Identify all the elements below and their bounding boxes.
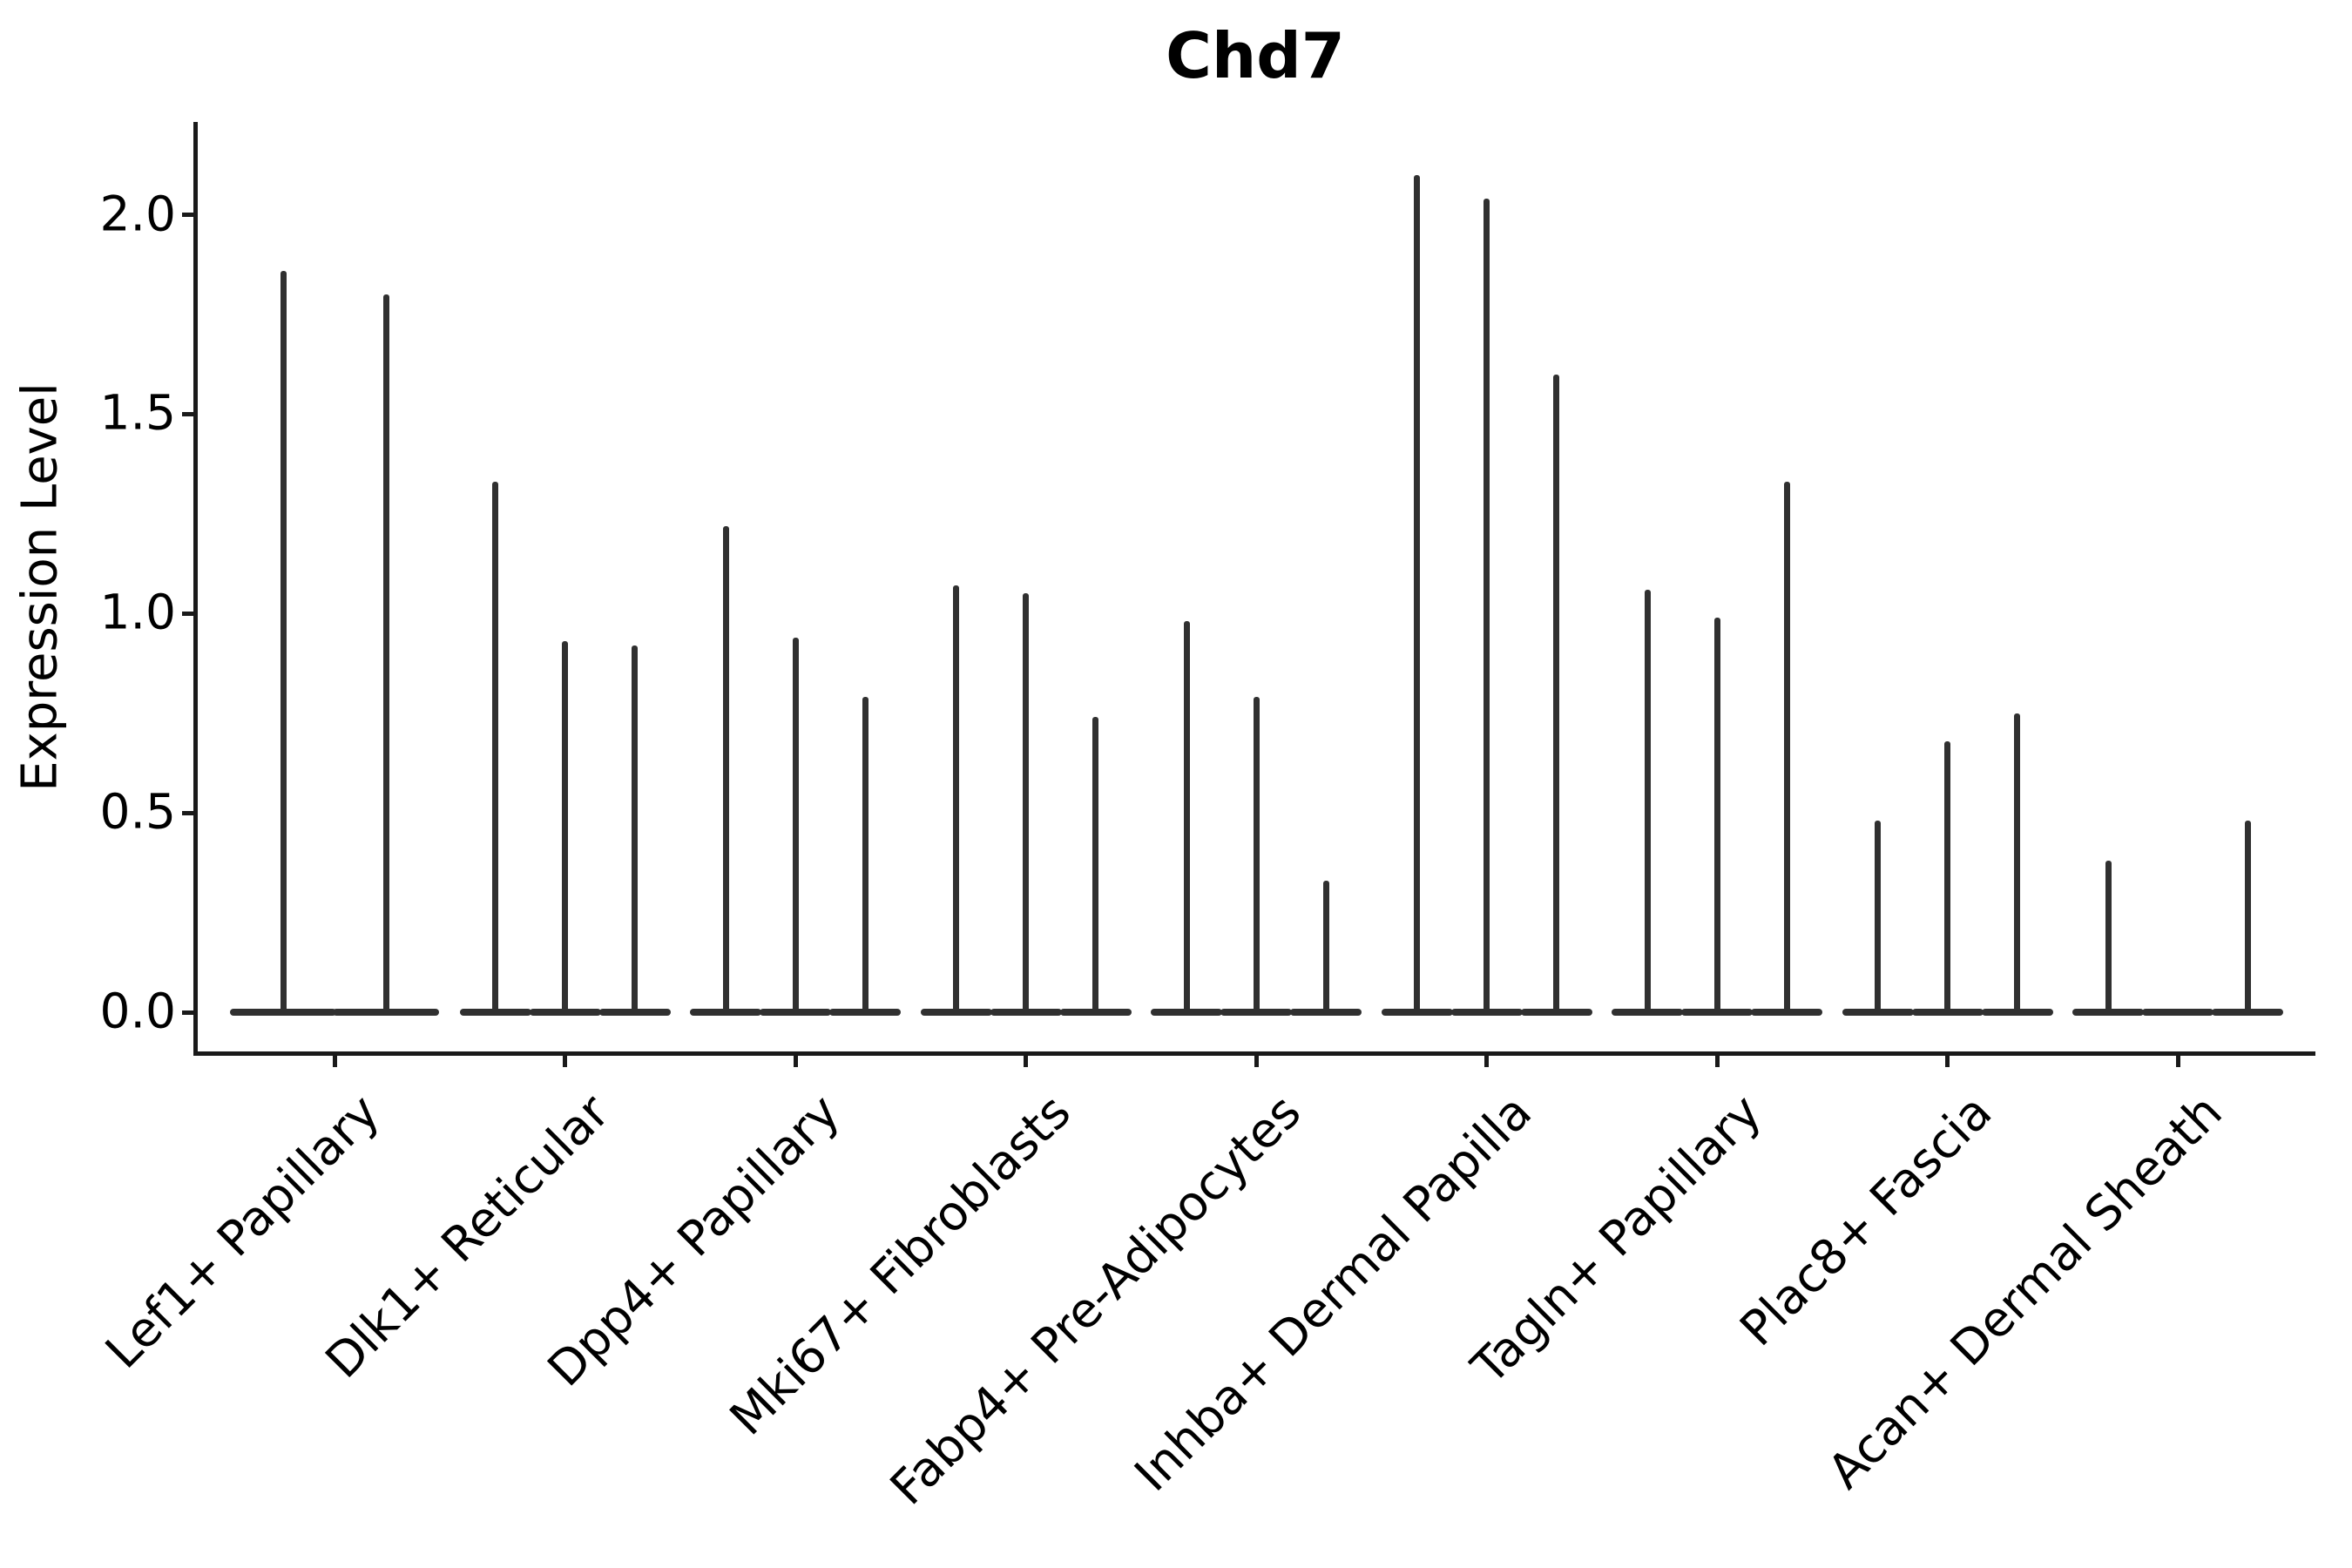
violin-spike	[1414, 174, 1420, 1012]
violin-base	[1059, 1009, 1132, 1016]
violin-base	[990, 1009, 1062, 1016]
x-tick-mark	[793, 1055, 798, 1067]
y-tick-label: 2.0	[99, 186, 176, 242]
violin-base	[1981, 1009, 2053, 1016]
violin-base	[230, 1009, 336, 1016]
violin-base	[2142, 1009, 2213, 1016]
y-tick-mark	[181, 810, 193, 815]
violin-spike	[2244, 821, 2251, 1012]
violin-spike	[1092, 717, 1098, 1012]
violin-base	[829, 1009, 901, 1016]
x-axis-line	[193, 1051, 2315, 1056]
violin-spike	[492, 482, 498, 1012]
violin-spike	[562, 641, 568, 1012]
violin-base	[1450, 1009, 1523, 1016]
violin-base	[1220, 1009, 1292, 1016]
violin-spike	[953, 585, 959, 1012]
y-tick-mark	[181, 213, 193, 217]
violin-spike	[722, 525, 729, 1012]
violin-base	[920, 1009, 992, 1016]
violin-base	[1751, 1009, 1822, 1016]
y-tick-label: 0.5	[99, 783, 176, 840]
violin-spike	[1875, 821, 1881, 1012]
violin-base	[1911, 1009, 1984, 1016]
violin-base	[1681, 1009, 1753, 1016]
violin-spike	[792, 637, 799, 1012]
x-tick-mark	[332, 1055, 337, 1067]
x-axis-category-label: Fabp4+ Pre-Adipocytes	[879, 1084, 1312, 1516]
x-tick-mark	[1024, 1055, 1028, 1067]
x-tick-mark	[1254, 1055, 1259, 1067]
y-tick-mark	[181, 611, 193, 616]
violin-base	[1612, 1009, 1683, 1016]
violin-spike	[382, 294, 389, 1012]
y-axis-line	[193, 122, 198, 1056]
violin-spike	[1713, 617, 1720, 1012]
violin-spike	[862, 697, 868, 1012]
y-axis-label: Expression Level	[11, 382, 69, 792]
violin-spike	[280, 270, 287, 1012]
x-tick-mark	[2175, 1055, 2180, 1067]
y-tick-label: 1.5	[99, 385, 176, 442]
x-tick-mark	[563, 1055, 567, 1067]
violin-spike	[1644, 589, 1651, 1012]
x-tick-mark	[1945, 1055, 1950, 1067]
violin-base	[1290, 1009, 1362, 1016]
violin-base	[598, 1009, 671, 1016]
violin-spike	[1253, 697, 1260, 1012]
violin-spike	[2014, 713, 2020, 1012]
violin-spike	[1322, 880, 1329, 1012]
x-tick-mark	[1714, 1055, 1720, 1067]
y-tick-label: 1.0	[99, 584, 176, 640]
violin-spike	[2105, 861, 2112, 1012]
violin-base	[529, 1009, 601, 1016]
violin-spike	[1183, 621, 1190, 1012]
x-tick-mark	[1484, 1055, 1489, 1067]
violin-spike	[1783, 482, 1790, 1012]
violin-spike	[632, 645, 638, 1012]
chart-title: Chd7	[1166, 19, 1345, 92]
x-axis-category-label: Inhba+ Dermal Papilla	[1123, 1084, 1542, 1503]
violin-spike	[1553, 374, 1559, 1012]
violin-base	[2212, 1009, 2283, 1016]
violin-base	[690, 1009, 761, 1016]
violin-base	[333, 1009, 439, 1016]
violin-base	[760, 1009, 831, 1016]
violin-base	[1842, 1009, 1914, 1016]
violin-base	[1381, 1009, 1453, 1016]
violin-base	[1151, 1009, 1222, 1016]
violin-spike	[1023, 593, 1029, 1012]
violin-spike	[1484, 199, 1490, 1012]
y-tick-mark	[181, 1010, 193, 1015]
x-axis-category-label: Acan+ Dermal Sheath	[1817, 1084, 2234, 1500]
violin-spike	[1944, 740, 1950, 1012]
y-tick-mark	[181, 411, 193, 416]
violin-base	[459, 1009, 531, 1016]
y-tick-label: 0.0	[99, 983, 176, 1039]
violin-base	[1520, 1009, 1592, 1016]
violin-base	[2072, 1009, 2144, 1016]
